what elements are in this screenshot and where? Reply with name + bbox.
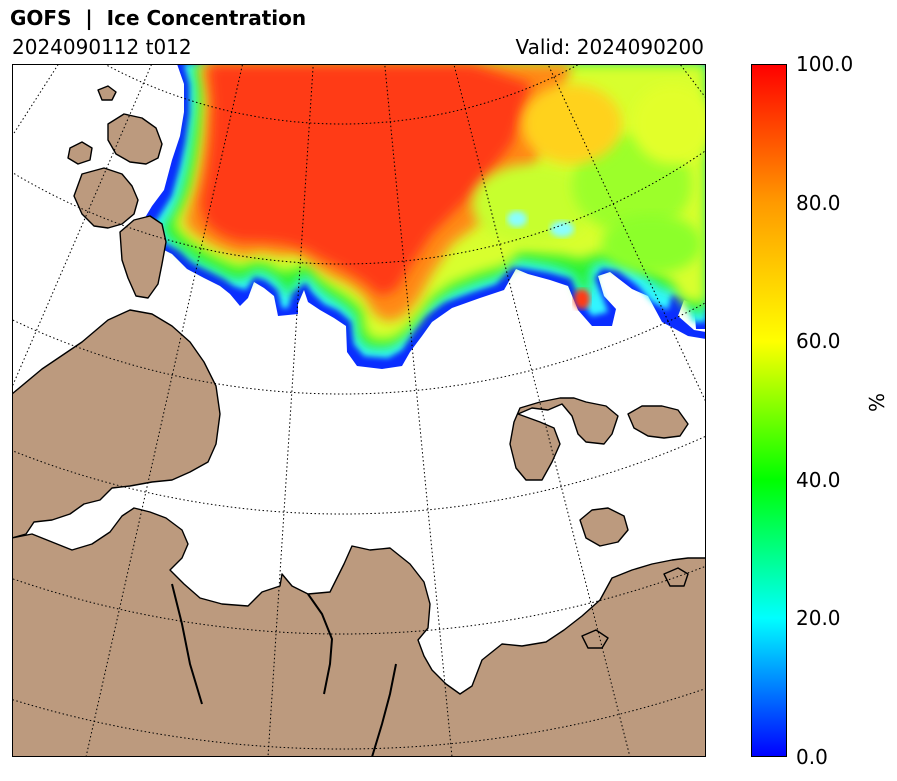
meridian-line — [547, 64, 706, 404]
land-russia-mainland — [12, 507, 706, 757]
meridian-line — [384, 64, 453, 757]
rivers — [171, 583, 397, 757]
ice-concentration-map — [12, 64, 706, 757]
land-nordaustlandet — [119, 215, 167, 299]
latitude-line — [12, 301, 706, 395]
land-novaya-zemlya — [509, 397, 619, 481]
ice-red-core — [200, 64, 532, 296]
colorbar-tick: 0.0 — [796, 745, 828, 769]
ice-patch — [632, 84, 706, 164]
land-svalbard — [73, 167, 139, 229]
meridian-line — [85, 64, 244, 757]
colorbar-tick: 20.0 — [796, 606, 841, 630]
meridian-line — [453, 64, 631, 757]
colorbar-label: % — [865, 392, 889, 412]
chart-title: GOFS | Ice Concentration — [10, 6, 307, 30]
colorbar-tick: 40.0 — [796, 468, 841, 492]
map-frame — [12, 64, 706, 757]
ice-patch — [574, 289, 590, 309]
ice-patch — [507, 211, 527, 227]
latitude-line — [103, 64, 581, 125]
land-svalbard-north — [107, 113, 163, 165]
graticule — [12, 64, 706, 757]
colorbar-gradient — [751, 64, 787, 757]
colorbar-tick: 80.0 — [796, 191, 841, 215]
land-islet — [663, 567, 689, 587]
colorbar-tick: 100.0 — [796, 52, 854, 76]
land — [12, 85, 706, 757]
land-scandinavia-kola — [12, 309, 221, 539]
land-vaygach — [579, 507, 629, 547]
river-northern-dvina — [171, 583, 203, 705]
land-islet — [97, 85, 117, 101]
ice-patch — [522, 84, 622, 164]
valid-time-label: Valid: 2024090200 — [515, 35, 704, 59]
river-pechora — [307, 593, 334, 695]
ice-patch — [602, 214, 702, 274]
ice-patch — [550, 221, 574, 237]
latitude-line — [12, 149, 706, 265]
colorbar-tick: 60.0 — [796, 329, 841, 353]
river-ob — [371, 663, 397, 757]
colorbar — [751, 64, 787, 757]
land-novaya-zemlya-north — [627, 405, 689, 439]
ice-field — [140, 64, 706, 369]
run-time-label: 2024090112 t012 — [12, 35, 192, 59]
land-svalbard-islet — [67, 141, 93, 165]
meridian-line — [12, 64, 153, 389]
